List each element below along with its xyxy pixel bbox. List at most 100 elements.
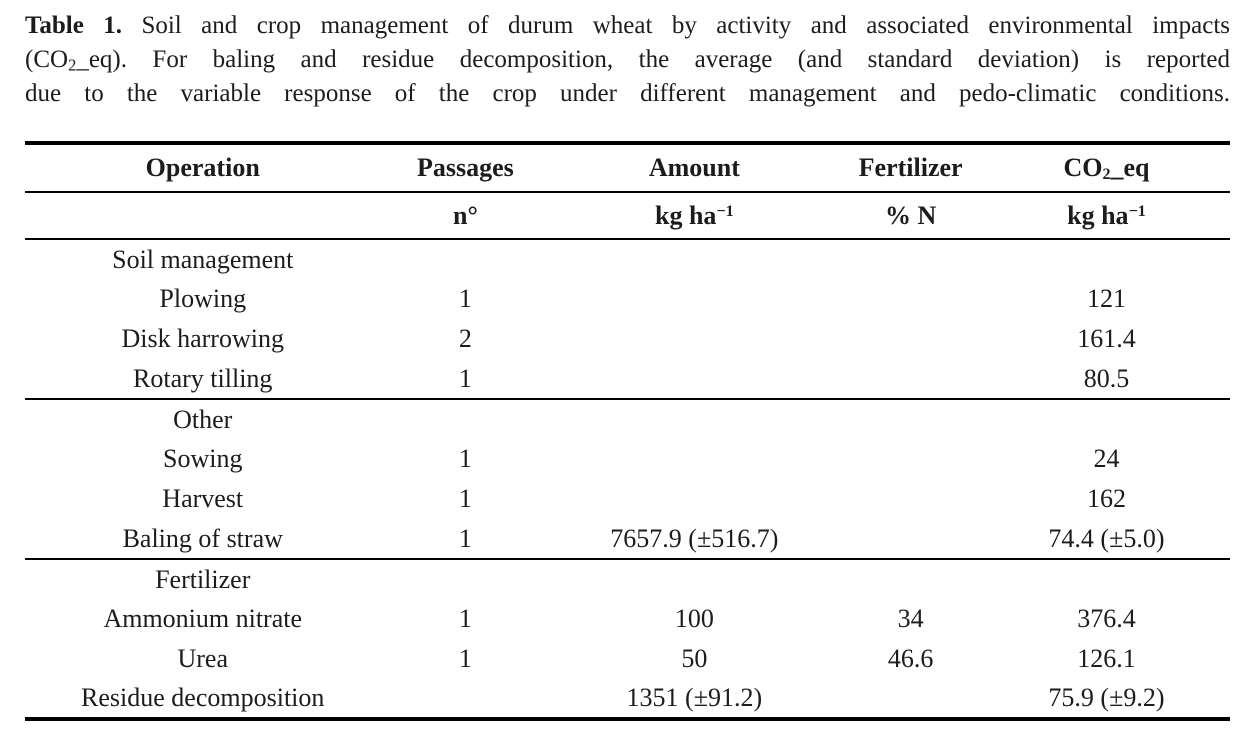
cell-amount: 1351 (±91.2) [626, 683, 763, 712]
cell-co2eq: 74.4 (±5.0) [1048, 523, 1165, 553]
cell-operation: Disk harrowing [121, 324, 284, 353]
cell-operation: Baling of straw [122, 523, 283, 553]
cell-passages: 1 [458, 604, 472, 633]
caption-co2-subscript: 2 [68, 55, 77, 75]
cell-fertilizer [838, 359, 983, 399]
cell-co2eq: 75.9 (±9.2) [1048, 683, 1165, 712]
group-header-row: Soil management [25, 239, 1230, 279]
cell-fertilizer [838, 239, 983, 279]
cell-amount: 7657.9 (±516.7) [610, 523, 779, 553]
cell-fertilizer [838, 399, 983, 439]
caption-line-1-text: Soil and crop management of durum wheat … [141, 12, 1230, 39]
unit-fertilizer: % N [838, 192, 983, 240]
cell-passages [380, 239, 550, 279]
section-soil-management: Soil management Plowing 1 121 Disk harrowing… [25, 239, 1230, 399]
soil-crop-management-table: Operation Passages Amount Fertilizer CO2… [25, 141, 1230, 721]
cell-passages: 1 [458, 644, 472, 673]
table-row: Plowing 1 121 [25, 279, 1230, 319]
table-row: Disk harrowing 2 161.4 [25, 319, 1230, 359]
cell-amount [550, 279, 838, 319]
cell-passages [380, 559, 550, 599]
table-row: Harvest 1 162 [25, 479, 1230, 519]
cell-passages [380, 679, 550, 719]
cell-amount [550, 359, 838, 399]
cell-passages: 1 [458, 284, 472, 313]
col-header-amount: Amount [550, 143, 839, 193]
cell-passages: 1 [458, 444, 472, 473]
group-label: Other [173, 404, 233, 434]
table-row: Ammonium nitrate 1 100 34 376.4 [25, 599, 1230, 639]
col-header-operation: Operation [25, 143, 381, 193]
group-header-row: Fertilizer [25, 559, 1230, 599]
cell-amount: 100 [674, 604, 714, 633]
cell-co2eq: 162 [1086, 484, 1126, 513]
table-row: Residue decomposition 1351 (±91.2) 75.9 (±… [25, 679, 1230, 719]
caption-line-3-text: due to the variable response of the crop… [25, 80, 1230, 107]
cell-fertilizer [838, 479, 983, 519]
table-caption: Table 1. Soil and crop management of dur… [25, 9, 1230, 111]
cell-passages [380, 399, 550, 439]
cell-passages: 1 [458, 484, 472, 513]
section-fertilizer: Fertilizer Ammonium nitrate 1 100 34 376.4 Ure… [25, 559, 1230, 719]
cell-amount [550, 559, 838, 599]
cell-fertilizer: 34 [897, 604, 924, 633]
cell-co2eq: 376.4 [1077, 604, 1136, 633]
table-row: Urea 1 50 46.6 126.1 [25, 639, 1230, 679]
col-header-co2eq: CO2_eq [982, 143, 1230, 193]
caption-line-2: (CO2_eq). For baling and residue decompo… [25, 43, 1230, 77]
cell-fertilizer [838, 439, 983, 479]
caption-line-2-text: _eq). For baling and residue decompositi… [76, 46, 1230, 73]
table-row: Baling of straw 1 7657.9 (±516.7) 74.4 (±5.… [25, 519, 1230, 559]
cell-co2eq [983, 399, 1230, 439]
group-label: Fertilizer [155, 564, 251, 594]
cell-co2eq: 24 [1093, 444, 1120, 473]
col-header-fertilizer: Fertilizer [838, 143, 983, 193]
unit-amount-base: kg ha [655, 200, 717, 230]
table-row: Rotary tilling 1 80.5 [25, 359, 1230, 399]
cell-co2eq: 161.4 [1077, 324, 1136, 353]
co2eq-base: CO [1063, 153, 1103, 182]
cell-operation: Rotary tilling [133, 363, 273, 393]
col-header-passages: Passages [380, 143, 551, 193]
table-head: Operation Passages Amount Fertilizer CO2… [25, 143, 1230, 240]
cell-fertilizer [838, 319, 983, 359]
cell-co2eq: 126.1 [1077, 644, 1136, 673]
table-row: Sowing 1 24 [25, 439, 1230, 479]
cell-fertilizer [838, 679, 983, 719]
cell-co2eq [983, 559, 1230, 599]
unit-amount-superscript: −1 [716, 202, 734, 220]
unit-passages: n° [380, 192, 551, 240]
unit-operation [25, 192, 381, 240]
cell-co2eq: 121 [1086, 284, 1126, 313]
cell-passages: 1 [458, 363, 472, 393]
caption-line-2-pre: (CO [25, 46, 69, 73]
cell-operation: Harvest [162, 484, 244, 513]
cell-amount [550, 399, 838, 439]
section-other: Other Sowing 1 24 Harvest 1 162 Baling of straw… [25, 399, 1230, 559]
header-row-units: n° kg ha−1 % N kg ha−1 [25, 192, 1230, 240]
cell-operation: Ammonium nitrate [103, 604, 303, 633]
cell-amount [550, 439, 838, 479]
caption-line-1: Table 1. Soil and crop management of dur… [25, 9, 1230, 43]
cell-amount: 50 [681, 644, 708, 673]
cell-operation: Urea [177, 644, 228, 673]
caption-line-3: due to the variable response of the crop… [25, 77, 1230, 111]
group-header-row: Other [25, 399, 1230, 439]
group-label: Soil management [112, 244, 294, 274]
table-number-label: Table 1. [25, 12, 123, 39]
unit-co2eq-superscript: −1 [1128, 202, 1146, 220]
cell-operation: Sowing [163, 444, 243, 473]
co2eq-suffix: _eq [1110, 153, 1150, 182]
co2eq-subscript: 2 [1102, 166, 1111, 184]
cell-co2eq [983, 239, 1230, 279]
cell-amount [550, 239, 838, 279]
cell-amount [550, 319, 838, 359]
cell-fertilizer [838, 559, 983, 599]
cell-co2eq: 80.5 [1083, 363, 1130, 393]
unit-co2eq: kg ha−1 [982, 192, 1230, 240]
unit-amount: kg ha−1 [550, 192, 839, 240]
cell-operation: Residue decomposition [81, 683, 325, 712]
cell-fertilizer [838, 519, 983, 559]
cell-amount [550, 479, 838, 519]
